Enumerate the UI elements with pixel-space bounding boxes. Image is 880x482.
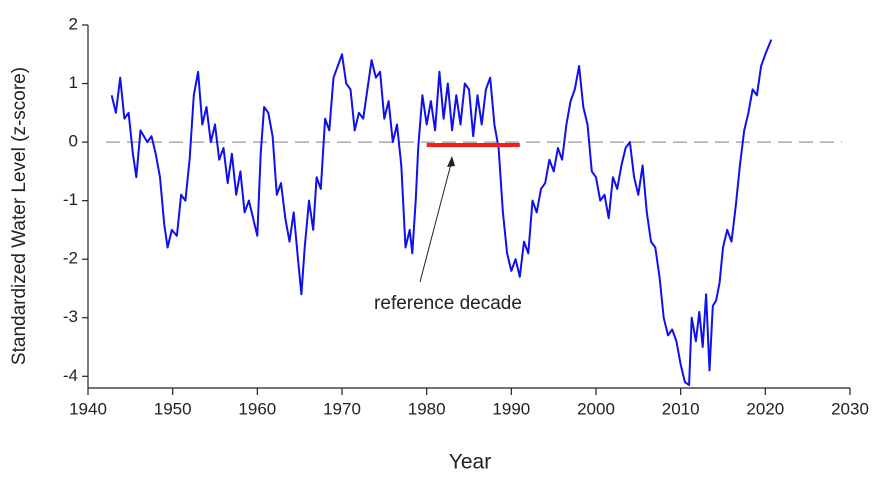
x-tick-label: 2020	[746, 399, 784, 418]
x-tick-label: 1940	[69, 399, 107, 418]
x-tick-label: 2010	[662, 399, 700, 418]
x-axis-label: Year	[449, 451, 491, 474]
y-tick-label: 0	[69, 132, 78, 151]
water-level-line	[110, 39, 773, 387]
x-tick-label: 2000	[577, 399, 615, 418]
y-tick-label: -4	[63, 366, 78, 385]
x-tick-label: 2030	[831, 399, 869, 418]
x-tick-label: 1950	[154, 399, 192, 418]
annotation: reference decade	[374, 293, 522, 314]
annotation-arrow	[419, 159, 453, 283]
y-tick-label: -1	[63, 190, 78, 209]
y-tick-label: -3	[63, 307, 78, 326]
x-tick-label: 1960	[238, 399, 276, 418]
y-tick-label: 2	[69, 14, 78, 33]
y-axis-label: Standardized Water Level (z-score)	[9, 67, 30, 365]
x-tick-label: 1980	[408, 399, 446, 418]
y-tick-label: 1	[69, 73, 78, 92]
x-tick-label: 1990	[492, 399, 530, 418]
x-tick-label: 1970	[323, 399, 361, 418]
y-tick-label: -2	[63, 249, 78, 268]
arrow-head	[447, 156, 455, 167]
